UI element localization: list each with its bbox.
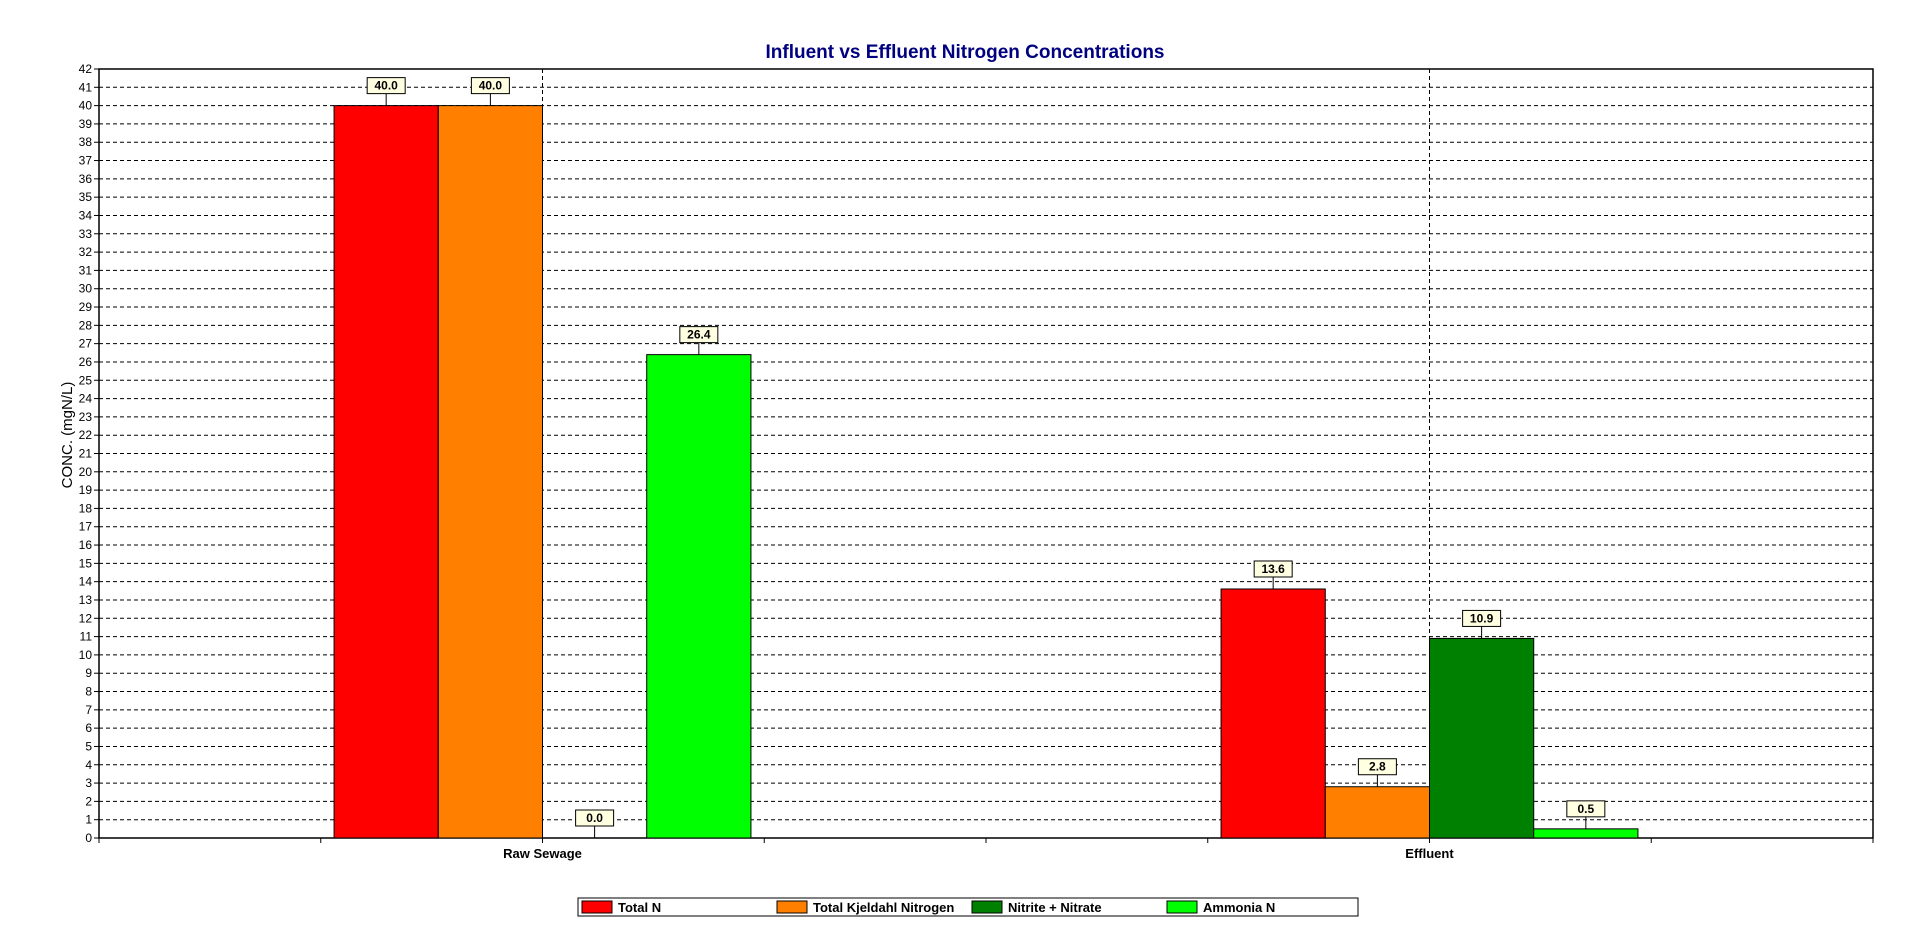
y-tick-label: 12	[79, 611, 93, 625]
bar	[1220, 588, 1326, 839]
legend-swatch	[1166, 900, 1198, 914]
y-tick-label: 8	[85, 685, 92, 699]
y-tick-label: 3	[85, 776, 92, 790]
y-tick-label: 21	[79, 447, 93, 461]
y-tick-label: 6	[85, 721, 92, 735]
y-tick-label: 24	[79, 392, 93, 406]
y-tick-label: 38	[79, 135, 93, 149]
y-tick-label: 27	[79, 337, 93, 351]
y-tick-label: 35	[79, 190, 93, 204]
data-label: 0.5	[1577, 802, 1594, 816]
legend-swatch	[581, 900, 613, 914]
y-tick-label: 33	[79, 227, 93, 241]
x-tick-label: Raw Sewage	[503, 846, 582, 861]
data-label-box	[1357, 758, 1397, 776]
y-tick-label: 32	[79, 245, 93, 259]
legend: Total N Total Kjeldahl Nitrogen Nitrite + …	[577, 897, 1359, 917]
y-tick-label: 17	[79, 520, 93, 534]
y-tick-label: 10	[79, 648, 93, 662]
y-tick-label: 36	[79, 172, 93, 186]
legend-swatch	[776, 900, 808, 914]
y-tick-label: 23	[79, 410, 93, 424]
data-label-box	[1253, 560, 1293, 578]
y-tick-label: 30	[79, 282, 93, 296]
y-tick-label: 34	[79, 208, 93, 222]
y-tick-label: 29	[79, 300, 93, 314]
bar	[437, 105, 543, 839]
y-tick-label: 42	[79, 62, 93, 76]
y-tick-label: 31	[79, 263, 93, 277]
data-label: 13.6	[1261, 562, 1285, 576]
y-tick-label: 15	[79, 556, 93, 570]
y-tick-label: 2	[85, 794, 92, 808]
y-tick-label: 11	[80, 630, 93, 644]
legend-label: Total Kjeldahl Nitrogen	[813, 900, 954, 915]
y-tick-label: 25	[79, 373, 93, 387]
y-tick-label: 0	[85, 831, 92, 845]
y-axis: 0123456789101112131415161718192021222324…	[79, 62, 99, 845]
y-tick-label: 9	[85, 666, 92, 680]
data-label: 26.4	[687, 328, 711, 342]
y-tick-label: 39	[79, 117, 93, 131]
y-tick-label: 13	[79, 593, 93, 607]
bar	[1533, 828, 1639, 839]
y-tick-label: 4	[85, 758, 92, 772]
y-axis-label: CONC. (mgN/L)	[59, 382, 76, 489]
y-tick-label: 14	[79, 575, 93, 589]
y-tick-label: 18	[79, 501, 93, 515]
data-label: 40.0	[479, 79, 503, 93]
y-tick-label: 7	[85, 703, 92, 717]
data-label: 0.0	[586, 811, 603, 825]
bar	[1324, 786, 1430, 839]
data-label-box	[470, 77, 510, 95]
y-tick-label: 19	[79, 483, 93, 497]
chart-title: Influent vs Effluent Nitrogen Concentrat…	[765, 42, 1164, 63]
data-label: 2.8	[1369, 760, 1386, 774]
y-tick-label: 1	[85, 813, 92, 827]
legend-label: Nitrite + Nitrate	[1008, 900, 1102, 915]
data-label-box	[1462, 609, 1502, 627]
bar	[333, 105, 439, 839]
y-tick-label: 37	[79, 154, 93, 168]
data-label-box	[575, 809, 615, 827]
legend-box	[577, 897, 1359, 917]
y-tick-label: 16	[79, 538, 93, 552]
x-tick-label: Effluent	[1405, 846, 1454, 861]
y-tick-label: 41	[79, 80, 93, 94]
data-label: 10.9	[1470, 611, 1494, 625]
data-label-box	[1566, 800, 1606, 818]
x-axis: Raw Sewage Effluent	[98, 838, 1874, 861]
y-tick-label: 5	[85, 739, 92, 753]
y-tick-label: 22	[79, 428, 93, 442]
y-tick-label: 28	[79, 318, 93, 332]
bar	[646, 354, 752, 839]
bar	[1429, 637, 1535, 839]
legend-swatch	[971, 900, 1003, 914]
data-label-box	[679, 326, 719, 344]
data-label-box	[366, 77, 406, 95]
y-tick-label: 40	[79, 99, 93, 113]
legend-label: Ammonia N	[1203, 900, 1275, 915]
y-tick-label: 20	[79, 465, 93, 479]
data-label: 40.0	[374, 79, 398, 93]
legend-label: Total N	[618, 900, 661, 915]
y-tick-label: 26	[79, 355, 93, 369]
bars: 40.0 13.6 40.0 2.8 0.0 10.9 26.4 0.5	[333, 77, 1639, 839]
